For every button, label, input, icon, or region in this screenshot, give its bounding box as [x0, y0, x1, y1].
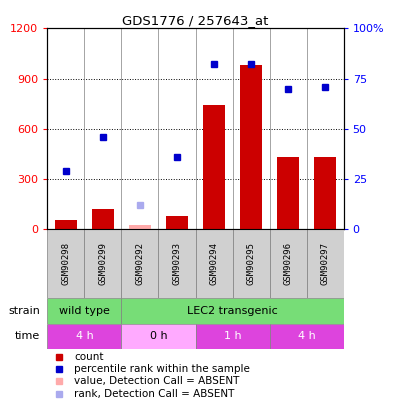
Text: value, Detection Call = ABSENT: value, Detection Call = ABSENT — [74, 376, 239, 386]
Bar — [314, 157, 336, 229]
Title: GDS1776 / 257643_at: GDS1776 / 257643_at — [122, 14, 269, 27]
Bar — [47, 298, 122, 324]
Text: GSM90298: GSM90298 — [61, 242, 70, 285]
Text: 1 h: 1 h — [224, 331, 241, 341]
Text: count: count — [74, 352, 103, 362]
Text: rank, Detection Call = ABSENT: rank, Detection Call = ABSENT — [74, 389, 235, 399]
Bar — [269, 229, 307, 298]
Bar — [129, 225, 151, 229]
Text: 4 h: 4 h — [75, 331, 93, 341]
Text: 0 h: 0 h — [150, 331, 167, 341]
Bar — [85, 229, 122, 298]
Text: strain: strain — [8, 306, 40, 315]
Bar — [277, 157, 299, 229]
Bar — [307, 229, 344, 298]
Bar — [122, 324, 196, 350]
Bar — [196, 324, 269, 350]
Text: GSM90292: GSM90292 — [135, 242, 145, 285]
Bar — [233, 229, 269, 298]
Text: LEC2 transgenic: LEC2 transgenic — [187, 306, 278, 315]
Bar — [269, 324, 344, 350]
Text: GSM90293: GSM90293 — [173, 242, 182, 285]
Bar — [158, 229, 196, 298]
Text: GSM90297: GSM90297 — [321, 242, 330, 285]
Text: time: time — [15, 331, 40, 341]
Bar — [203, 105, 225, 229]
Text: GSM90294: GSM90294 — [209, 242, 218, 285]
Bar — [122, 229, 158, 298]
Bar — [92, 209, 114, 229]
Bar — [47, 324, 122, 350]
Text: GSM90295: GSM90295 — [246, 242, 256, 285]
Bar — [55, 220, 77, 229]
Bar — [47, 229, 85, 298]
Bar — [122, 298, 344, 324]
Text: wild type: wild type — [59, 306, 110, 315]
Bar — [196, 229, 233, 298]
Text: GSM90299: GSM90299 — [98, 242, 107, 285]
Bar — [240, 65, 262, 229]
Text: 4 h: 4 h — [298, 331, 316, 341]
Text: percentile rank within the sample: percentile rank within the sample — [74, 364, 250, 374]
Text: GSM90296: GSM90296 — [284, 242, 293, 285]
Bar — [166, 215, 188, 229]
